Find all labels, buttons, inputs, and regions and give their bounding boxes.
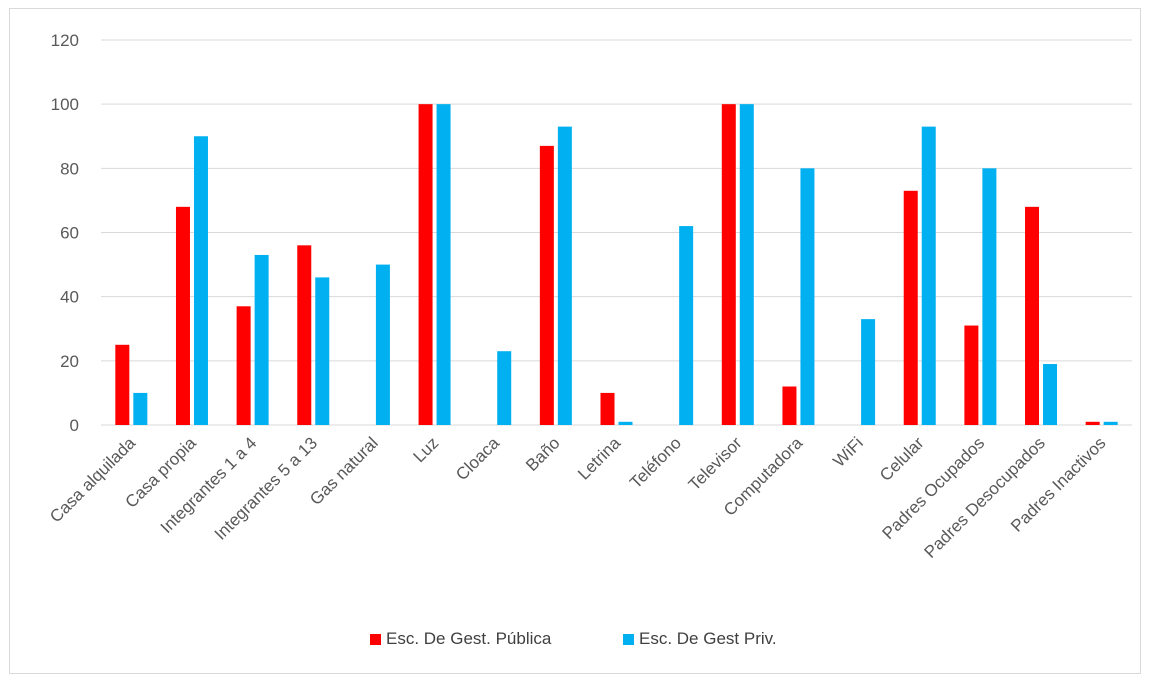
bar — [375, 264, 390, 425]
bar — [1085, 421, 1100, 425]
x-category-label: Letrina — [574, 433, 625, 484]
x-category-label: Integrantes 5 a 13 — [211, 433, 321, 543]
bar — [175, 206, 190, 425]
bar — [418, 104, 433, 426]
bar — [115, 344, 130, 425]
bar — [236, 306, 251, 425]
gridlines — [101, 39, 1132, 426]
bar — [982, 168, 997, 426]
bar — [1103, 421, 1118, 425]
bar — [497, 351, 512, 425]
bar — [539, 145, 554, 425]
legend-swatch — [370, 634, 381, 645]
y-tick-label: 40 — [60, 288, 79, 307]
x-category-label: Luz — [410, 433, 443, 466]
bar — [315, 277, 330, 425]
bar — [436, 104, 451, 426]
legend-label: Esc. De Gest Priv. — [639, 629, 777, 648]
y-tick-label: 80 — [60, 159, 79, 178]
y-tick-label: 20 — [60, 352, 79, 371]
bar — [800, 168, 815, 426]
bar — [679, 226, 694, 425]
y-tick-label: 0 — [70, 416, 79, 435]
bar — [1043, 364, 1058, 425]
bar — [557, 126, 572, 425]
x-category-label: Casa alquilada — [46, 433, 139, 526]
x-category-label: Padres Ocupados — [879, 433, 989, 543]
x-category-label: Baño — [522, 433, 564, 475]
x-category-label: Padres Desocupados — [920, 433, 1048, 561]
y-axis-tick-labels: 0 20 40 60 80 100 120 — [51, 31, 79, 435]
bar — [133, 392, 148, 425]
legend: Esc. De Gest. Pública Esc. De Gest Priv. — [370, 629, 777, 648]
bar — [721, 104, 736, 426]
bar — [618, 421, 633, 425]
x-category-label: WiFi — [829, 433, 866, 470]
bar — [1025, 206, 1040, 425]
bar — [964, 325, 979, 425]
bar — [921, 126, 936, 425]
legend-swatch — [623, 634, 634, 645]
bar — [600, 392, 615, 425]
x-category-label: Celular — [876, 433, 928, 485]
legend-label: Esc. De Gest. Pública — [386, 629, 552, 648]
y-tick-label: 60 — [60, 224, 79, 243]
bar — [254, 254, 269, 425]
y-tick-label: 100 — [51, 95, 79, 114]
bar — [193, 136, 208, 425]
bar — [861, 319, 876, 425]
x-category-label: Teléfono — [626, 433, 685, 492]
y-tick-label: 120 — [51, 31, 79, 50]
bar — [903, 190, 918, 425]
bar — [297, 245, 312, 425]
bars — [115, 104, 1118, 426]
bar — [782, 386, 797, 425]
x-category-label: Cloaca — [452, 433, 503, 484]
x-category-label: Televisor — [685, 433, 746, 494]
bar — [739, 104, 754, 426]
